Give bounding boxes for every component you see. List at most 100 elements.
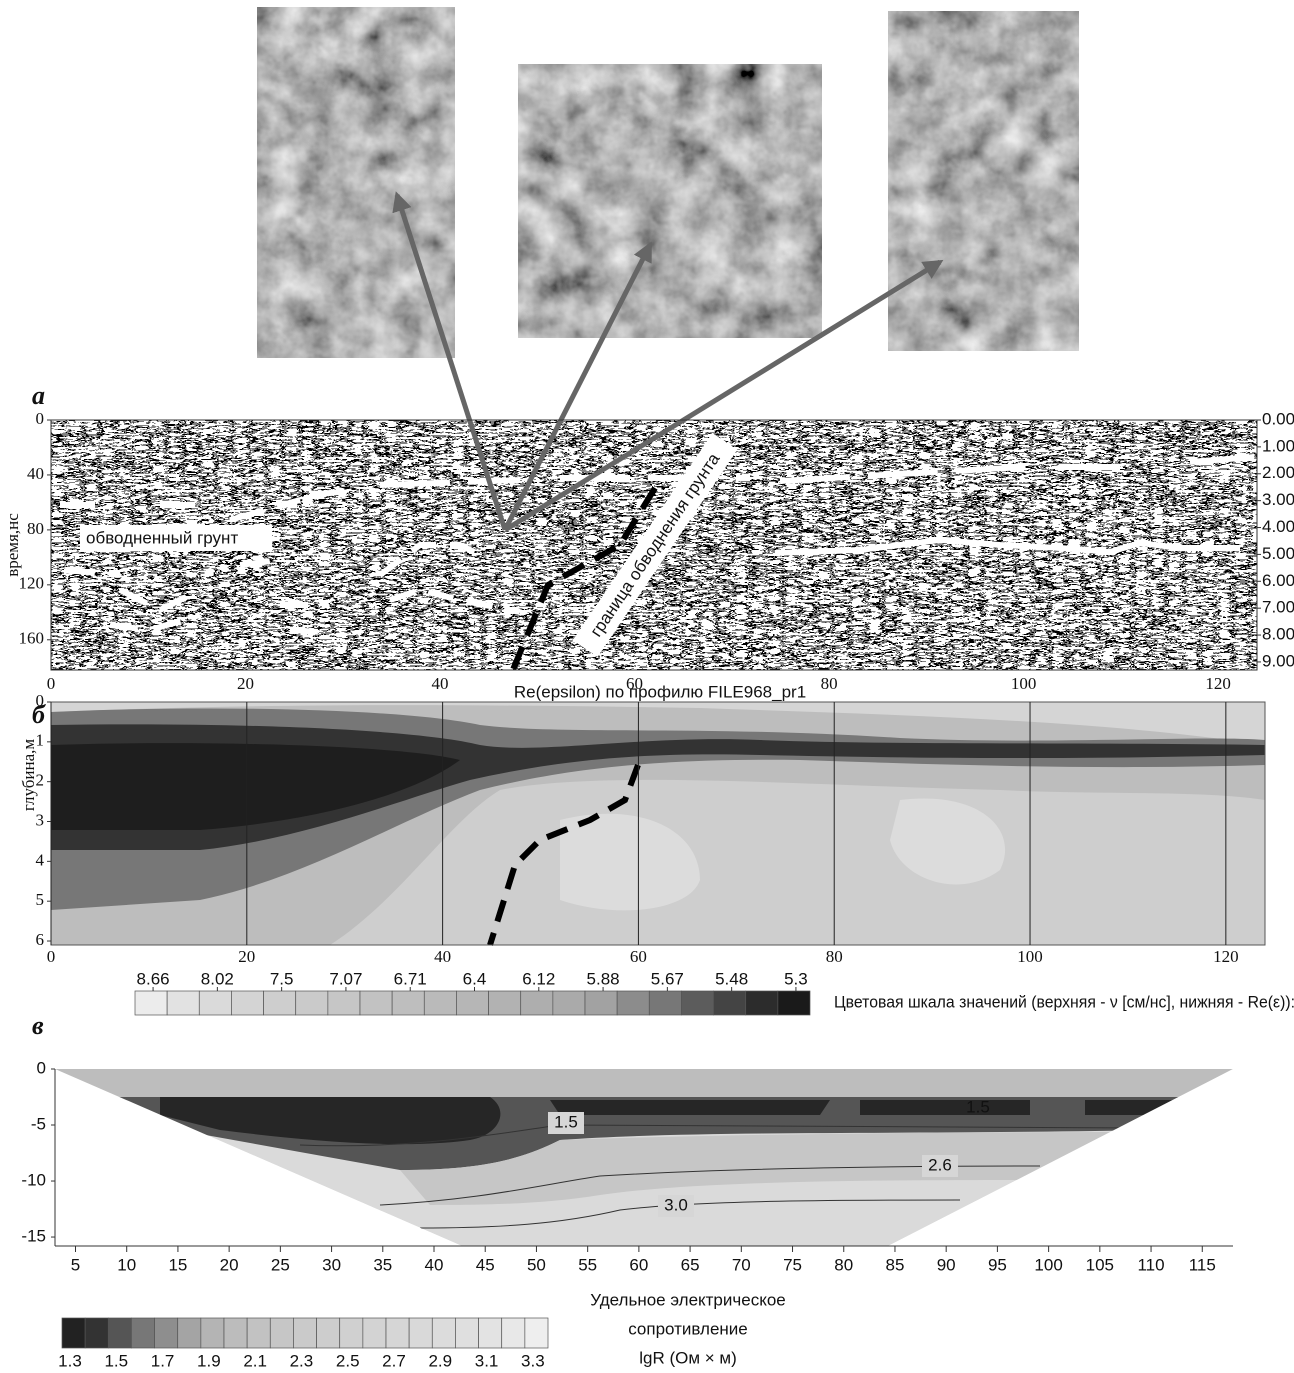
x-tick-label: 120 [1213, 947, 1239, 966]
y2-tick-label: 6.00м [1262, 571, 1294, 590]
colorbar-cell [224, 1318, 247, 1348]
colorbar-cell [386, 1318, 409, 1348]
colorbar-cell [681, 991, 713, 1015]
x-tick-label: 60 [630, 947, 647, 966]
colorbar-label: 5.88 [587, 969, 620, 988]
x-tick-label: 5 [71, 1255, 80, 1274]
y-tick-label: 4 [36, 850, 45, 869]
colorbar-cell [178, 1318, 201, 1348]
x-tick-label: 20 [238, 947, 255, 966]
colorbar-label: 8.66 [137, 969, 170, 988]
colorbar-cell [199, 991, 231, 1015]
y2-tick-label: 1.00м [1262, 436, 1294, 455]
y-tick-label: 6 [36, 930, 45, 949]
colorbar-label: 6.71 [394, 969, 427, 988]
y-tick-label: 0 [37, 1058, 46, 1077]
colorbar-cell [296, 991, 328, 1015]
colorbar-cell [340, 1318, 363, 1348]
x-tick-label: 110 [1137, 1255, 1164, 1274]
colorbar-cell [617, 991, 649, 1015]
x-tick-label: 0 [47, 674, 56, 693]
x-tick-label: 25 [271, 1255, 290, 1274]
colorbar-cell [131, 1318, 154, 1348]
x-tick-label: 100 [1017, 947, 1043, 966]
x-tick-label: 95 [988, 1255, 1007, 1274]
colorbar-cell [714, 991, 746, 1015]
x-tick-label: 60 [629, 1255, 648, 1274]
colorbar-cell [85, 1318, 108, 1348]
x-tick-label: 20 [237, 674, 254, 693]
photo [257, 7, 455, 358]
colorbar-cell [585, 991, 617, 1015]
x-tick-label: 90 [937, 1255, 956, 1274]
colorbar-cell [293, 1318, 316, 1348]
colorbar-cell [62, 1318, 85, 1348]
x-tick-label: 100 [1011, 674, 1037, 693]
x-tick-label: 50 [527, 1255, 546, 1274]
colorbar-label: 1.3 [58, 1351, 82, 1370]
colorbar-label: 8.02 [201, 969, 234, 988]
panel-label: в [32, 1011, 44, 1040]
colorbar-cell [264, 991, 296, 1015]
colorbar-label: 2.7 [382, 1351, 406, 1370]
y2-tick-label: 9.00м [1262, 651, 1294, 670]
x-tick-label: 80 [826, 947, 843, 966]
colorbar-cell [167, 991, 199, 1015]
photo [888, 11, 1079, 351]
y2-tick-label: 8.00м [1262, 625, 1294, 644]
y-tick-label: 120 [19, 574, 45, 593]
y2-tick-label: 0.00м [1262, 409, 1294, 428]
x-tick-label: 40 [425, 1255, 444, 1274]
annotation: обводненный грунт [86, 528, 238, 547]
x-tick-label: 20 [220, 1255, 239, 1274]
y-tick-label: -15 [21, 1227, 46, 1246]
y-tick-label: -5 [31, 1114, 46, 1133]
colorbar-caption: lgR (Ом × м) [639, 1348, 737, 1367]
colorbar-cell [247, 1318, 270, 1348]
colorbar-cell [432, 1318, 455, 1348]
contour-label: 1.5 [966, 1097, 990, 1116]
colorbar-label: 7.07 [329, 969, 362, 988]
colorbar-cell [502, 1318, 525, 1348]
photos [257, 7, 1079, 358]
y-axis-label: время,нс [3, 513, 22, 577]
x-tick-label: 40 [434, 947, 451, 966]
y2-tick-label: 7.00м [1262, 598, 1294, 617]
colorbar-label: 5.48 [715, 969, 748, 988]
x-tick-label: 30 [322, 1255, 341, 1274]
colorbar-cell [155, 1318, 178, 1348]
colorbar-label: 2.1 [243, 1351, 267, 1370]
colorbar-cell [649, 991, 681, 1015]
colorbar-label: 2.5 [336, 1351, 360, 1370]
colorbar-cell [778, 991, 810, 1015]
y-tick-label: 80 [27, 519, 44, 538]
colorbar-cell [479, 1318, 502, 1348]
colorbar-cell [135, 991, 167, 1015]
y-tick-label: 160 [19, 629, 45, 648]
colorbar-cell [456, 991, 488, 1015]
colorbar-cell [521, 991, 553, 1015]
colorbar-label: 1.7 [151, 1351, 175, 1370]
y-tick-label: 0 [36, 409, 45, 428]
colorbar-label: 3.3 [521, 1351, 545, 1370]
colorbar-label: 1.9 [197, 1351, 221, 1370]
colorbar-cell [363, 1318, 386, 1348]
y2-tick-label: 5.00м [1262, 544, 1294, 563]
colorbar-cell [409, 1318, 432, 1348]
colorbar-cell [455, 1318, 478, 1348]
colorbar-label: 5.3 [784, 969, 808, 988]
colorbar-caption: Цветовая шкала значений (верхняя - ν [см… [834, 993, 1294, 1012]
colorbar-caption: сопротивление [628, 1319, 748, 1338]
colorbar-cell [553, 991, 585, 1015]
x-tick-label: 10 [117, 1255, 136, 1274]
colorbar-cell [360, 991, 392, 1015]
x-tick-label: 100 [1034, 1255, 1062, 1274]
x-tick-label: 80 [834, 1255, 853, 1274]
x-tick-label: 40 [432, 674, 449, 693]
x-tick-label: 45 [476, 1255, 495, 1274]
contour-image [55, 1069, 1240, 1246]
colorbar-cell [201, 1318, 224, 1348]
y-tick-label: 40 [27, 464, 44, 483]
colorbar-label: 2.9 [428, 1351, 452, 1370]
y-tick-label: 3 [36, 810, 45, 829]
